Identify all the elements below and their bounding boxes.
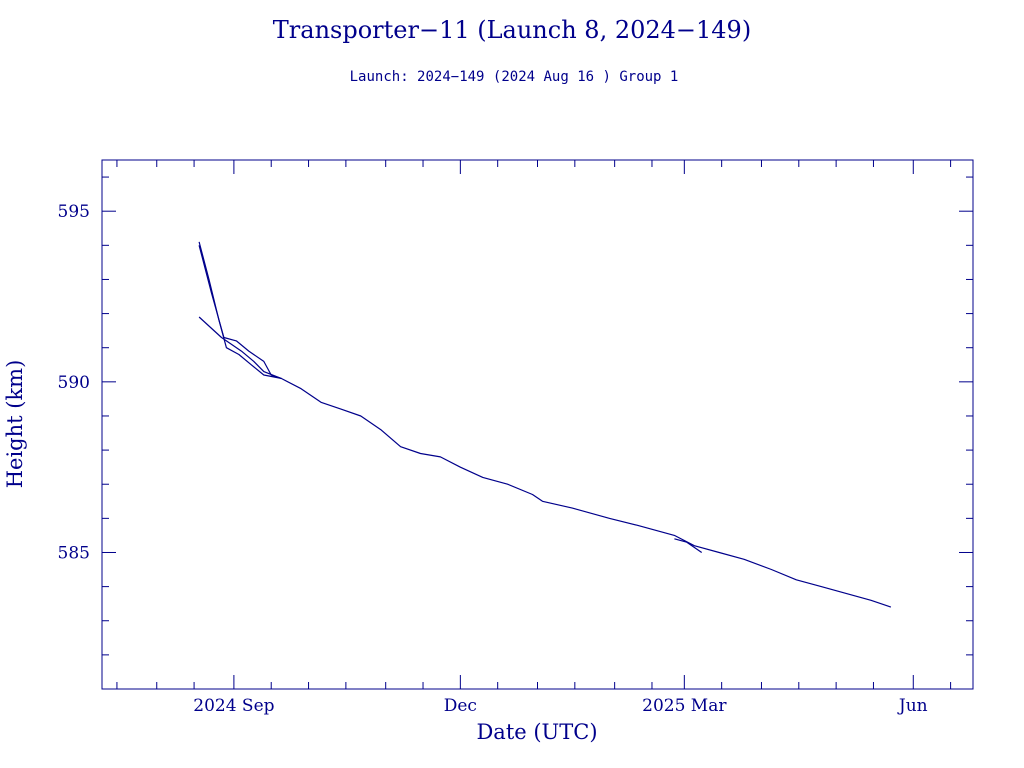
plot-frame xyxy=(101,159,974,690)
y-tick-label: 595 xyxy=(58,202,90,222)
height-series-line-4 xyxy=(674,538,703,553)
height-series-line-2 xyxy=(198,245,282,379)
x-tick-label: Dec xyxy=(444,696,477,716)
x-tick-label: 2024 Sep xyxy=(193,696,274,716)
x-tick-label: Jun xyxy=(897,696,928,716)
data-series-group xyxy=(198,241,892,608)
x-tick-label: 2025 Mar xyxy=(642,696,727,716)
chart-title: Transporter−11 (Launch 8, 2024−149) xyxy=(273,16,751,44)
x-axis-label: Date (UTC) xyxy=(476,720,597,744)
y-axis-label: Height (km) xyxy=(3,360,27,489)
y-tick-label: 590 xyxy=(58,373,90,393)
x-axis: 2024 Sep Dec 2025 Mar Jun xyxy=(116,160,952,716)
y-tick-label: 585 xyxy=(58,543,90,563)
height-series-line-3 xyxy=(198,316,282,379)
y-axis: 585 590 595 xyxy=(58,176,973,690)
height-series-line-1 xyxy=(198,241,892,608)
chart-subtitle: Launch: 2024−149 (2024 Aug 16 ) Group 1 xyxy=(350,69,679,85)
